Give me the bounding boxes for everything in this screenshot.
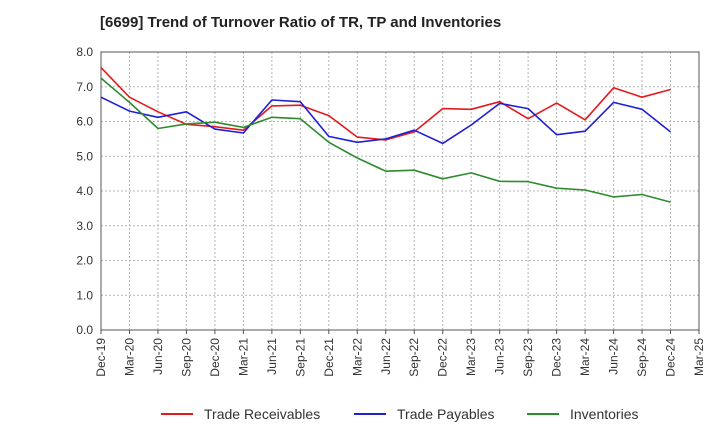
- x-tick-label: Jun-24: [607, 338, 621, 375]
- x-tick-label: Mar-20: [122, 338, 136, 376]
- y-tick-label: 5.0: [76, 149, 93, 163]
- x-tick-label: Jun-20: [151, 338, 165, 375]
- x-tick-label: Dec-21: [322, 338, 336, 377]
- x-tick-label: Jun-22: [379, 338, 393, 375]
- x-tick-label: Mar-22: [350, 338, 364, 376]
- x-tick-label: Sep-23: [521, 338, 535, 377]
- series-line-trade-payables: [100, 96, 671, 145]
- y-tick-label: 6.0: [76, 115, 93, 129]
- x-tick-label: Sep-21: [293, 338, 307, 377]
- x-tick-label: Jun-21: [265, 338, 279, 375]
- x-tick-label: Dec-22: [436, 338, 450, 377]
- y-tick-label: 3.0: [76, 219, 93, 233]
- y-tick-label: 7.0: [76, 80, 93, 94]
- y-tick-label: 1.0: [76, 288, 93, 302]
- y-tick-label: 8.0: [76, 45, 93, 59]
- x-tick-label: Mar-25: [692, 338, 706, 376]
- y-tick-label: 0.0: [76, 323, 93, 337]
- x-tick-label: Sep-20: [179, 338, 193, 377]
- plot-area-border: [100, 51, 700, 331]
- x-tick-label: Dec-20: [208, 338, 222, 377]
- x-tick-label: Dec-19: [94, 338, 108, 377]
- x-tick-label: Jun-23: [493, 338, 507, 375]
- x-tick-label: Mar-24: [578, 338, 592, 376]
- legend-label: Trade Receivables: [204, 406, 320, 422]
- series-line-inventories: [100, 77, 671, 203]
- legend-label: Inventories: [570, 406, 638, 422]
- x-tick-label: Sep-22: [407, 338, 421, 377]
- x-tick-label: Mar-23: [464, 338, 478, 376]
- y-tick-label: 4.0: [76, 184, 93, 198]
- series-line-trade-receivables: [100, 67, 671, 141]
- legend-label: Trade Payables: [397, 406, 495, 422]
- chart-title: [6699] Trend of Turnover Ratio of TR, TP…: [100, 14, 502, 31]
- x-tick-label: Mar-21: [236, 338, 250, 376]
- x-tick-label: Sep-24: [635, 338, 649, 377]
- x-tick-label: Dec-24: [664, 338, 678, 377]
- x-tick-label: Dec-23: [550, 338, 564, 377]
- y-tick-label: 2.0: [76, 254, 93, 268]
